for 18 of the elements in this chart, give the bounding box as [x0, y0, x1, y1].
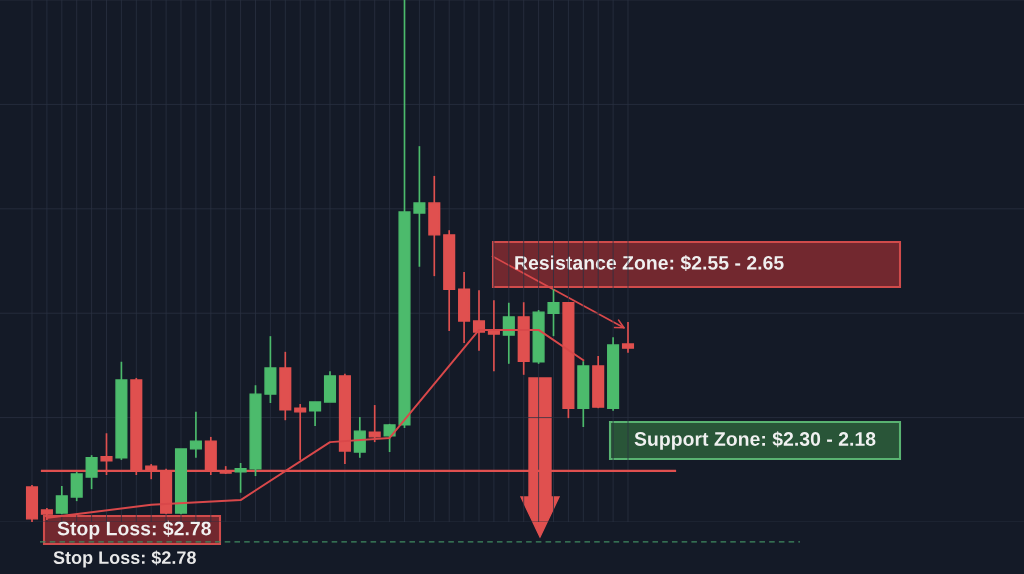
candlestick	[621, 321, 635, 354]
annotation: Resistance Zone: $2.55 - 2.65	[515, 255, 784, 271]
candlestick	[70, 471, 83, 502]
candlestick	[55, 485, 68, 516]
candlestick	[547, 288, 560, 338]
candlestick	[383, 423, 396, 453]
candlestick	[368, 404, 381, 443]
annotation: Stop Loss: $2.78	[57, 520, 211, 540]
candlestick	[413, 145, 426, 268]
candlestick	[502, 301, 515, 365]
annotation: Support Zone: $2.30 - 2.18	[634, 431, 876, 450]
text: Stop Loss: $2.78	[53, 550, 196, 568]
candlestick	[353, 416, 366, 459]
candlestick	[189, 411, 202, 459]
candlestick	[85, 454, 98, 490]
candlestick	[309, 401, 322, 427]
candlestick	[234, 462, 247, 494]
candlestick	[294, 403, 307, 461]
